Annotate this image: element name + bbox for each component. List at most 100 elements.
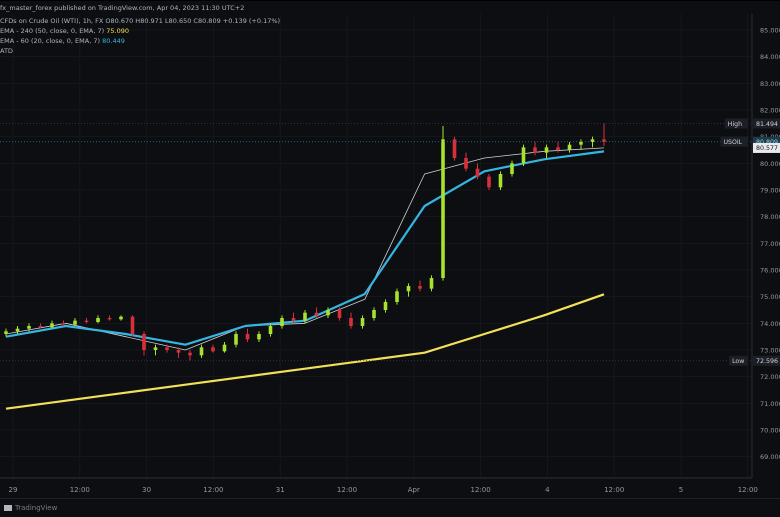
- candle-body: [73, 320, 77, 325]
- tradingview-logo-icon: [4, 505, 12, 511]
- candle: [15, 326, 20, 334]
- x-tick-label: 12:00: [203, 486, 223, 494]
- candle: [464, 152, 468, 172]
- candle-body: [222, 344, 227, 352]
- candle-body: [383, 302, 388, 310]
- candle-body: [153, 347, 158, 350]
- candle: [119, 315, 123, 321]
- x-tick-label: 12:00: [70, 486, 90, 494]
- candle-body: [395, 291, 399, 302]
- candle-body: [107, 318, 112, 320]
- candle: [153, 344, 158, 356]
- candle-body: [533, 147, 537, 153]
- y-tick-label: 84.000: [760, 53, 780, 61]
- candle-body: [510, 163, 514, 174]
- candle-body: [418, 286, 422, 289]
- candle-body: [27, 326, 31, 329]
- x-tick-label: 5: [679, 486, 683, 494]
- candle: [257, 331, 261, 342]
- candle-body: [544, 147, 549, 153]
- candle: [4, 328, 8, 337]
- price-chart[interactable]: 85.00084.00083.00082.00081.00080.00079.0…: [0, 0, 780, 498]
- candle: [234, 331, 238, 348]
- candle: [406, 283, 411, 297]
- ema-lines: [5, 147, 605, 410]
- x-tick-label: 12:00: [471, 486, 491, 494]
- candle: [245, 328, 250, 342]
- candle: [372, 307, 376, 321]
- candle-body: [452, 139, 457, 158]
- candle-body: [234, 334, 238, 345]
- candle-body: [142, 334, 146, 350]
- candle-body: [556, 147, 560, 150]
- candle: [510, 160, 514, 177]
- candle: [199, 344, 204, 358]
- top-border: [0, 0, 780, 1]
- candle: [96, 315, 100, 324]
- candle-body: [326, 310, 330, 316]
- low-tag-value: 72.596: [756, 358, 778, 365]
- usoil-tag-value: 80.809: [756, 139, 778, 146]
- candle-body: [268, 326, 273, 334]
- candle-body: [349, 318, 353, 326]
- candle-body: [498, 174, 503, 188]
- candle: [291, 312, 296, 324]
- candle: [268, 323, 273, 337]
- candle: [475, 163, 480, 180]
- x-tick-label: 29: [9, 486, 18, 494]
- candle: [567, 142, 572, 153]
- y-tick-label: 77.000: [760, 240, 780, 248]
- candle-body: [211, 347, 215, 352]
- candle: [222, 342, 227, 353]
- candle: [326, 307, 330, 318]
- usoil-tag-label-bg: [720, 136, 748, 147]
- atd-legend[interactable]: ATD: [0, 47, 13, 55]
- candle-body: [119, 316, 123, 320]
- candle: [188, 350, 192, 361]
- candle: [280, 315, 284, 329]
- candle: [590, 136, 595, 148]
- candle: [61, 320, 66, 326]
- candle: [73, 318, 77, 326]
- usoil-tag-value-bg: [753, 136, 780, 147]
- candle: [176, 347, 181, 358]
- candle-body: [61, 323, 66, 325]
- tradingview-brand[interactable]: TradingView: [4, 504, 57, 512]
- high-tag-label: High: [728, 121, 742, 128]
- ema-tag-value: 80.577: [756, 145, 778, 152]
- x-tick-label: Apr: [408, 486, 420, 494]
- high-tag-value-bg: [753, 118, 780, 129]
- x-tick-label: 12:00: [738, 486, 758, 494]
- candle: [452, 136, 457, 161]
- candle: [441, 126, 445, 281]
- candle-body: [303, 312, 307, 321]
- candle-body: [188, 352, 192, 356]
- publisher-line: fx_master_forex published on TradingView…: [0, 4, 245, 12]
- candle-body: [96, 318, 100, 322]
- candle: [38, 323, 43, 329]
- candle: [50, 320, 54, 329]
- candle-body: [567, 144, 572, 150]
- y-tick-label: 75.000: [760, 293, 780, 301]
- ema60-legend[interactable]: EMA - 60 (20, close, 0, EMA, 7) 80.449: [0, 37, 125, 45]
- ema-tag-value-bg: [753, 142, 780, 153]
- candle: [349, 312, 353, 329]
- candle: [211, 344, 215, 353]
- candle: [556, 142, 560, 153]
- y-tick-label: 71.000: [760, 400, 780, 408]
- candle-body: [487, 176, 491, 188]
- candle: [84, 318, 89, 324]
- y-tick-label: 79.000: [760, 187, 780, 195]
- y-tick-label: 69.000: [760, 453, 780, 461]
- candle: [314, 307, 319, 318]
- candle: [130, 315, 135, 337]
- footer-bar: [0, 498, 780, 517]
- price-axis: 85.00084.00083.00082.00081.00080.00079.0…: [751, 14, 780, 478]
- candle: [602, 123, 606, 146]
- candle: [107, 315, 112, 321]
- ema240-legend[interactable]: EMA - 240 (50, close, 0, EMA, 7) 75.090: [0, 27, 129, 35]
- candle-body: [84, 320, 89, 322]
- candle: [27, 323, 31, 332]
- candle-body: [245, 334, 250, 340]
